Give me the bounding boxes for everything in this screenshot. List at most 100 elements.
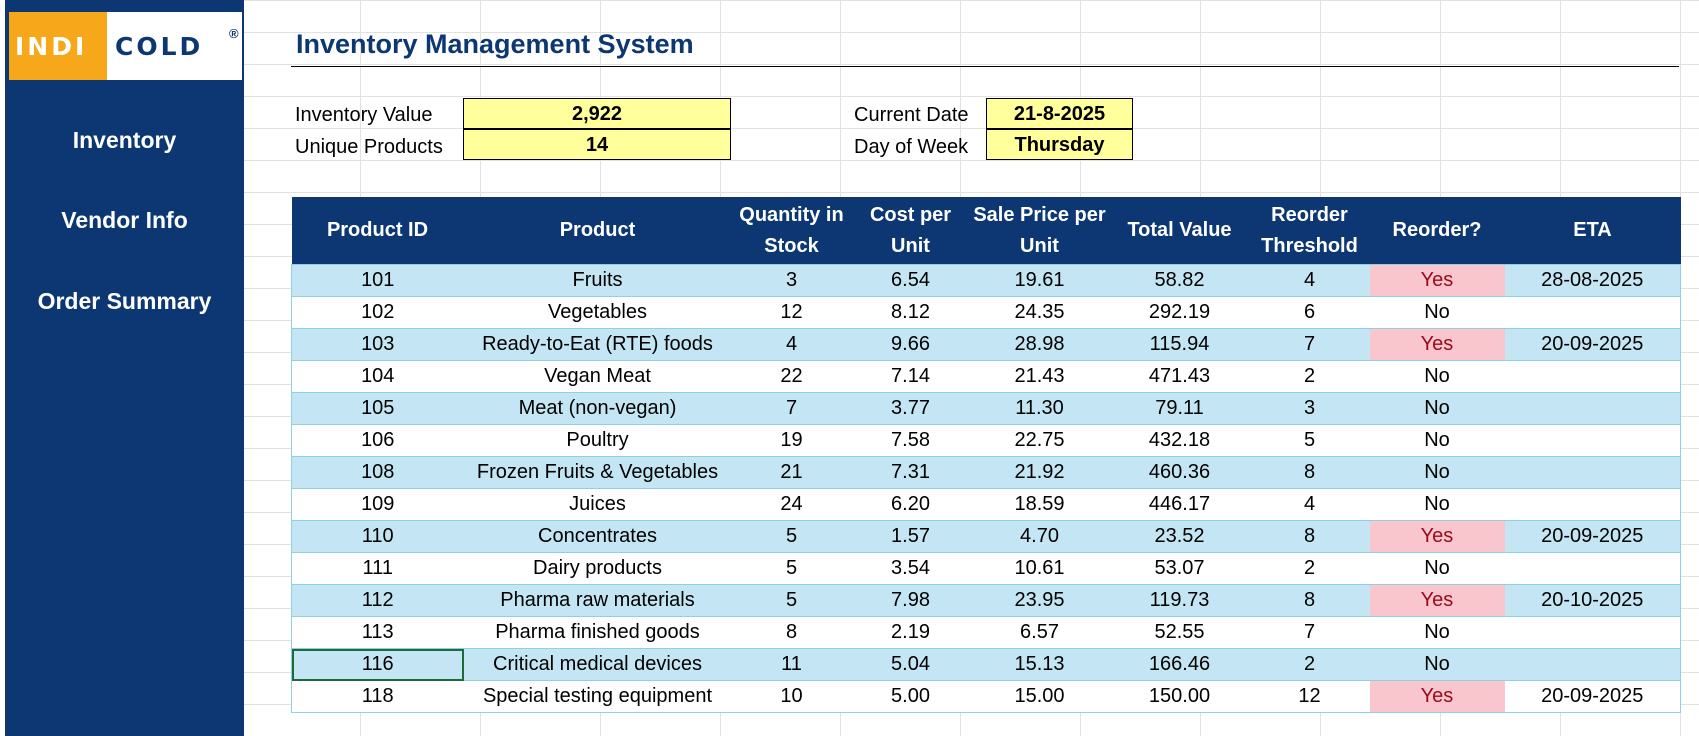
cell-product-id[interactable]: 111 <box>291 552 464 585</box>
cell-sale-price[interactable]: 10.61 <box>969 552 1110 585</box>
cell-total-value[interactable]: 166.46 <box>1109 648 1250 681</box>
cell-sale-price[interactable]: 23.95 <box>969 584 1110 617</box>
cell-reorder-threshold[interactable]: 12 <box>1249 680 1370 713</box>
cell-product-id[interactable]: 103 <box>291 328 464 361</box>
cell-eta[interactable]: 20-09-2025 <box>1504 328 1681 361</box>
cell-eta[interactable]: 20-10-2025 <box>1504 584 1681 617</box>
unique-products-cell[interactable]: 14 <box>463 129 731 160</box>
cell-product[interactable]: Critical medical devices <box>463 648 732 681</box>
header-cost[interactable]: Cost per Unit <box>851 197 970 265</box>
cell-reorder-threshold[interactable]: 8 <box>1249 584 1370 617</box>
cell-quantity[interactable]: 24 <box>731 488 852 521</box>
header-quantity[interactable]: Quantity in Stock <box>731 197 852 265</box>
cell-sale-price[interactable]: 22.75 <box>969 424 1110 457</box>
cell-product-id[interactable]: 105 <box>291 392 464 425</box>
cell-eta[interactable]: 20-09-2025 <box>1504 680 1681 713</box>
cell-quantity[interactable]: 22 <box>731 360 852 393</box>
cell-product-id[interactable]: 106 <box>291 424 464 457</box>
cell-quantity[interactable]: 11 <box>731 648 852 681</box>
cell-sale-price[interactable]: 11.30 <box>969 392 1110 425</box>
cell-eta[interactable]: 20-09-2025 <box>1504 520 1681 553</box>
cell-total-value[interactable]: 460.36 <box>1109 456 1250 489</box>
cell-cost[interactable]: 7.14 <box>851 360 970 393</box>
nav-inventory[interactable]: Inventory <box>72 127 177 153</box>
cell-reorder[interactable]: No <box>1369 552 1505 585</box>
cell-cost[interactable]: 2.19 <box>851 616 970 649</box>
cell-reorder[interactable]: No <box>1369 488 1505 521</box>
cell-product-id[interactable]: 112 <box>291 584 464 617</box>
cell-total-value[interactable]: 79.11 <box>1109 392 1250 425</box>
cell-sale-price[interactable]: 28.98 <box>969 328 1110 361</box>
cell-total-value[interactable]: 150.00 <box>1109 680 1250 713</box>
cell-eta[interactable] <box>1504 648 1681 681</box>
cell-reorder[interactable]: Yes <box>1369 328 1505 361</box>
cell-quantity[interactable]: 5 <box>731 552 852 585</box>
cell-sale-price[interactable]: 15.13 <box>969 648 1110 681</box>
cell-cost[interactable]: 6.54 <box>851 264 970 297</box>
cell-quantity[interactable]: 10 <box>731 680 852 713</box>
cell-product[interactable]: Concentrates <box>463 520 732 553</box>
cell-reorder[interactable]: No <box>1369 360 1505 393</box>
cell-product-id[interactable]: 104 <box>291 360 464 393</box>
cell-sale-price[interactable]: 19.61 <box>969 264 1110 297</box>
cell-product[interactable]: Meat (non-vegan) <box>463 392 732 425</box>
cell-product[interactable]: Dairy products <box>463 552 732 585</box>
day-of-week-cell[interactable]: Thursday <box>986 129 1133 160</box>
cell-product-id[interactable]: 118 <box>291 680 464 713</box>
cell-total-value[interactable]: 119.73 <box>1109 584 1250 617</box>
cell-product[interactable]: Poultry <box>463 424 732 457</box>
cell-sale-price[interactable]: 4.70 <box>969 520 1110 553</box>
cell-reorder-threshold[interactable]: 3 <box>1249 392 1370 425</box>
cell-reorder-threshold[interactable]: 4 <box>1249 264 1370 297</box>
header-total-value[interactable]: Total Value <box>1109 197 1250 265</box>
cell-quantity[interactable]: 21 <box>731 456 852 489</box>
cell-reorder[interactable]: No <box>1369 648 1505 681</box>
cell-sale-price[interactable]: 15.00 <box>969 680 1110 713</box>
cell-product[interactable]: Juices <box>463 488 732 521</box>
cell-eta[interactable] <box>1504 424 1681 457</box>
cell-eta[interactable] <box>1504 488 1681 521</box>
cell-sale-price[interactable]: 21.92 <box>969 456 1110 489</box>
cell-reorder-threshold[interactable]: 2 <box>1249 552 1370 585</box>
cell-product[interactable]: Fruits <box>463 264 732 297</box>
nav-order-summary[interactable]: Order Summary <box>37 288 212 314</box>
cell-reorder[interactable]: No <box>1369 616 1505 649</box>
cell-cost[interactable]: 7.58 <box>851 424 970 457</box>
cell-product-id[interactable]: 116 <box>291 648 464 681</box>
cell-total-value[interactable]: 446.17 <box>1109 488 1250 521</box>
cell-cost[interactable]: 8.12 <box>851 296 970 329</box>
cell-sale-price[interactable]: 6.57 <box>969 616 1110 649</box>
cell-reorder-threshold[interactable]: 8 <box>1249 456 1370 489</box>
cell-sale-price[interactable]: 24.35 <box>969 296 1110 329</box>
cell-product[interactable]: Special testing equipment <box>463 680 732 713</box>
cell-total-value[interactable]: 52.55 <box>1109 616 1250 649</box>
cell-cost[interactable]: 9.66 <box>851 328 970 361</box>
cell-product-id[interactable]: 113 <box>291 616 464 649</box>
header-reorder-threshold[interactable]: Reorder Threshold <box>1249 197 1370 265</box>
cell-reorder-threshold[interactable]: 2 <box>1249 648 1370 681</box>
cell-quantity[interactable]: 5 <box>731 520 852 553</box>
cell-eta[interactable] <box>1504 616 1681 649</box>
cell-reorder-threshold[interactable]: 2 <box>1249 360 1370 393</box>
cell-reorder[interactable]: Yes <box>1369 584 1505 617</box>
cell-cost[interactable]: 7.31 <box>851 456 970 489</box>
cell-total-value[interactable]: 23.52 <box>1109 520 1250 553</box>
cell-total-value[interactable]: 115.94 <box>1109 328 1250 361</box>
cell-cost[interactable]: 1.57 <box>851 520 970 553</box>
cell-reorder-threshold[interactable]: 8 <box>1249 520 1370 553</box>
cell-eta[interactable] <box>1504 392 1681 425</box>
current-date-cell[interactable]: 21-8-2025 <box>986 98 1133 129</box>
cell-product[interactable]: Ready-to-Eat (RTE) foods <box>463 328 732 361</box>
cell-product[interactable]: Frozen Fruits & Vegetables <box>463 456 732 489</box>
cell-quantity[interactable]: 12 <box>731 296 852 329</box>
cell-product[interactable]: Vegetables <box>463 296 732 329</box>
cell-quantity[interactable]: 3 <box>731 264 852 297</box>
cell-cost[interactable]: 3.77 <box>851 392 970 425</box>
cell-reorder[interactable]: Yes <box>1369 680 1505 713</box>
cell-product[interactable]: Pharma finished goods <box>463 616 732 649</box>
cell-quantity[interactable]: 8 <box>731 616 852 649</box>
nav-vendor-info[interactable]: Vendor Info <box>61 207 188 233</box>
cell-cost[interactable]: 3.54 <box>851 552 970 585</box>
cell-reorder[interactable]: No <box>1369 296 1505 329</box>
